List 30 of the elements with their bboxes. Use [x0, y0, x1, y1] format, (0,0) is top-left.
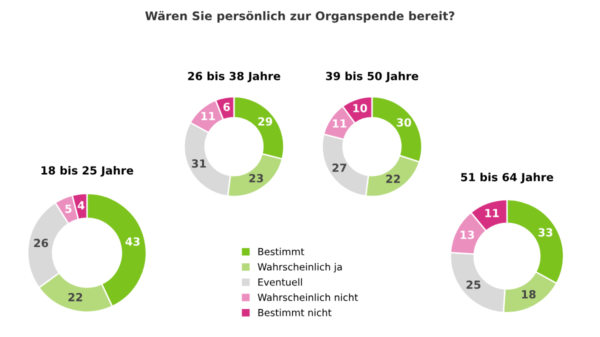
data-label: 10 — [353, 104, 368, 112]
data-label: 4 — [78, 201, 84, 210]
data-label: 23 — [249, 174, 263, 182]
legend-label: Eventuell — [258, 278, 302, 286]
chart-title: 18 bis 25 Jahre — [42, 166, 134, 177]
data-label: 31 — [192, 159, 206, 168]
data-label: 13 — [460, 230, 474, 240]
data-label: 30 — [396, 118, 412, 127]
data-label: 33 — [538, 228, 552, 237]
data-label: 26 — [34, 238, 48, 248]
legend-label: Wahrscheinlich ja — [258, 263, 342, 272]
legend-label: Bestimmt — [258, 248, 304, 256]
data-label: 11 — [201, 112, 215, 120]
data-label: 11 — [485, 209, 499, 218]
data-label: 5 — [65, 204, 72, 213]
chart-title: 26 bis 38 Jahre — [188, 72, 280, 82]
data-label: 6 — [223, 102, 230, 112]
legend-label: Wahrscheinlich nicht — [258, 293, 358, 302]
data-label: 18 — [522, 290, 536, 299]
text: Wären Sie persönlich zur Organspende bereit? — [145, 11, 454, 23]
data-label: 27 — [332, 164, 346, 172]
data-label: 29 — [258, 117, 272, 126]
data-label: 25 — [466, 280, 480, 289]
data-label: 22 — [386, 174, 400, 183]
data-label: 22 — [68, 292, 82, 302]
data-label: 11 — [332, 119, 346, 128]
data-label: 43 — [125, 237, 140, 246]
chart-title: 39 bis 50 Jahre — [326, 72, 418, 82]
chart-title: 51 bis 64 Jahre — [461, 172, 554, 184]
legend-label: Bestimmt nicht — [258, 308, 332, 316]
